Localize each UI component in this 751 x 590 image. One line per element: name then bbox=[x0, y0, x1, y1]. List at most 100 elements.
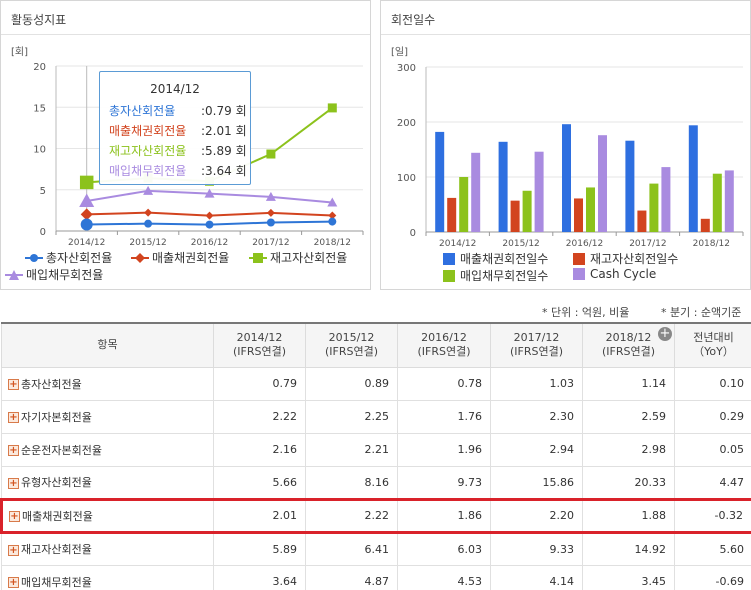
tooltip-row: 매입채무회전율 :3.64 회 bbox=[109, 162, 247, 179]
data-point bbox=[79, 175, 94, 190]
legend-item[interactable]: Cash Cycle bbox=[573, 267, 656, 281]
header-period: 2018/12 bbox=[605, 331, 652, 345]
expand-row-icon[interactable]: + bbox=[8, 544, 19, 556]
data-point bbox=[265, 191, 276, 201]
bar bbox=[459, 177, 469, 232]
value-cell: 20.33 bbox=[582, 465, 675, 500]
legend-item[interactable]: 재고자산회전일수 bbox=[573, 250, 678, 267]
tooltip-row: 총자산회전율:0.79 회 bbox=[109, 102, 247, 119]
chart-tooltip: 2014/12 총자산회전율:0.79 회 매출채권회전율:2.01 회 재고자… bbox=[99, 71, 251, 185]
y-axis-unit: [일] bbox=[391, 46, 408, 58]
header-basis: (IFRS연결) bbox=[417, 345, 471, 359]
expand-row-icon[interactable]: + bbox=[8, 379, 19, 390]
column-header: 2017/12 (IFRS연결) bbox=[490, 322, 583, 368]
column-header-item: 항목 bbox=[1, 322, 214, 368]
legend-item[interactable]: 총자산회전율 bbox=[25, 249, 112, 266]
legend-label: Cash Cycle bbox=[590, 267, 657, 281]
y-tick-label: 300 bbox=[397, 63, 416, 74]
bar bbox=[522, 190, 532, 232]
value-cell: 0.89 bbox=[305, 366, 398, 401]
bar bbox=[661, 167, 671, 232]
bar bbox=[586, 187, 595, 232]
y-tick-label: 100 bbox=[397, 173, 416, 184]
header-period: 2016/12 bbox=[421, 331, 467, 345]
y-tick-label: 0 bbox=[40, 227, 46, 238]
table-header-row: 항목 2014/12 (IFRS연결) 2015/12 (IFRS연결) 2016/… bbox=[1, 322, 751, 368]
x-tick-label: 2014/12 bbox=[439, 239, 476, 249]
legend-label: 매입채무회전율 bbox=[26, 268, 104, 282]
legend-item[interactable]: 매출채권회전율 bbox=[131, 249, 229, 266]
tooltip-value: :3.64 회 bbox=[201, 164, 247, 178]
yoy-cell: 5.60 bbox=[674, 531, 751, 566]
value-cell: 2.59 bbox=[582, 399, 675, 434]
yoy-cell: 0.10 bbox=[674, 366, 751, 401]
legend-label: 총자산회전율 bbox=[46, 251, 113, 265]
yoy-cell: -0.69 bbox=[674, 564, 751, 590]
expand-row-icon[interactable]: + bbox=[9, 511, 20, 522]
x-tick-label: 2015/12 bbox=[129, 238, 166, 248]
x-tick-label: 2018/12 bbox=[314, 238, 351, 248]
tooltip-value: :5.89 회 bbox=[201, 144, 247, 158]
tooltip-label: 매입채무회전율 bbox=[109, 164, 187, 178]
value-cell: 2.98 bbox=[582, 432, 675, 467]
tooltip-row: 매출채권회전율:2.01 회 bbox=[109, 122, 247, 139]
value-cell: 6.41 bbox=[305, 531, 398, 566]
legend-label: 재고자산회전일수 bbox=[590, 252, 679, 266]
y-axis-unit: [회] bbox=[11, 46, 28, 58]
expand-row-icon[interactable]: + bbox=[8, 477, 19, 489]
expand-columns-icon[interactable]: + bbox=[658, 326, 672, 341]
row-label: 매입채무회전율 bbox=[21, 575, 92, 589]
data-point bbox=[328, 211, 337, 220]
legend-swatch-icon bbox=[443, 252, 455, 265]
header-yoy-sub: （YoY） bbox=[693, 345, 734, 359]
column-header: 2018/12 (IFRS연결) + bbox=[582, 322, 675, 368]
data-point bbox=[266, 149, 276, 159]
data-point bbox=[328, 217, 337, 226]
tooltip-label: 매출채권회전율 bbox=[109, 124, 187, 138]
x-tick-label: 2016/12 bbox=[566, 239, 603, 249]
bar bbox=[562, 124, 571, 232]
header-period: 2015/12 bbox=[328, 331, 375, 345]
bar bbox=[447, 197, 457, 232]
row-label-cell: + 재고자산회전율 bbox=[1, 531, 214, 566]
y-tick-label: 5 bbox=[40, 186, 46, 197]
y-tick-label: 200 bbox=[397, 118, 416, 129]
yoy-cell: -0.32 bbox=[674, 497, 751, 534]
header-period: 2014/12 bbox=[236, 331, 283, 345]
value-cell: 2.16 bbox=[213, 432, 306, 467]
expand-row-icon[interactable]: + bbox=[8, 445, 19, 456]
column-header-yoy: 전년대비 （YoY） bbox=[674, 322, 751, 368]
value-cell: 2.20 bbox=[490, 497, 583, 534]
data-point bbox=[80, 218, 93, 231]
bar bbox=[510, 200, 520, 232]
expand-row-icon[interactable]: + bbox=[8, 412, 19, 423]
bar bbox=[724, 170, 734, 232]
data-point bbox=[204, 188, 215, 198]
x-tick-label: 2014/12 bbox=[68, 238, 105, 248]
bar bbox=[598, 135, 607, 232]
legend-item[interactable]: 재고자산회전율 bbox=[249, 249, 347, 266]
bar bbox=[700, 218, 710, 232]
value-cell: 2.30 bbox=[490, 399, 583, 434]
value-cell: 2.22 bbox=[305, 497, 398, 534]
row-label: 순운전자본회전율 bbox=[21, 443, 102, 457]
tooltip-label: 재고자산회전율 bbox=[109, 144, 187, 158]
legend-swatch-icon bbox=[443, 269, 455, 282]
turnover-days-bar-chart: [일] 0 100 200 300 2014/12 2015/12 2016/12 2017/1… bbox=[391, 46, 744, 249]
bar bbox=[534, 151, 544, 232]
header-basis: (IFRS연결) bbox=[232, 345, 287, 359]
legend-item[interactable]: 매출채권회전일수 bbox=[443, 250, 548, 267]
activity-indicator-panel: 활동성지표 [회] 0 5 10 15 20 2014/12 2015/12 2016/12 20… bbox=[0, 0, 371, 290]
panel-divider bbox=[1, 34, 370, 35]
value-cell: 2.22 bbox=[213, 399, 306, 434]
legend-item[interactable]: 매입채무회전일수 bbox=[443, 267, 548, 284]
row-label-cell: + 자기자본회전율 bbox=[1, 399, 214, 434]
row-label-cell: + 유형자산회전율 bbox=[1, 465, 214, 500]
legend-item[interactable]: 매입채무회전율 bbox=[5, 266, 103, 283]
value-cell: 3.45 bbox=[582, 564, 675, 590]
expand-row-icon[interactable]: + bbox=[8, 577, 19, 588]
line-chart-legend: 총자산회전율 매출채권회전율 재고자산회전율 매입채무회전율 bbox=[1, 247, 372, 287]
value-cell: 6.03 bbox=[397, 531, 491, 566]
header-basis: (IFRS연결) bbox=[601, 345, 656, 359]
data-point bbox=[205, 211, 214, 220]
